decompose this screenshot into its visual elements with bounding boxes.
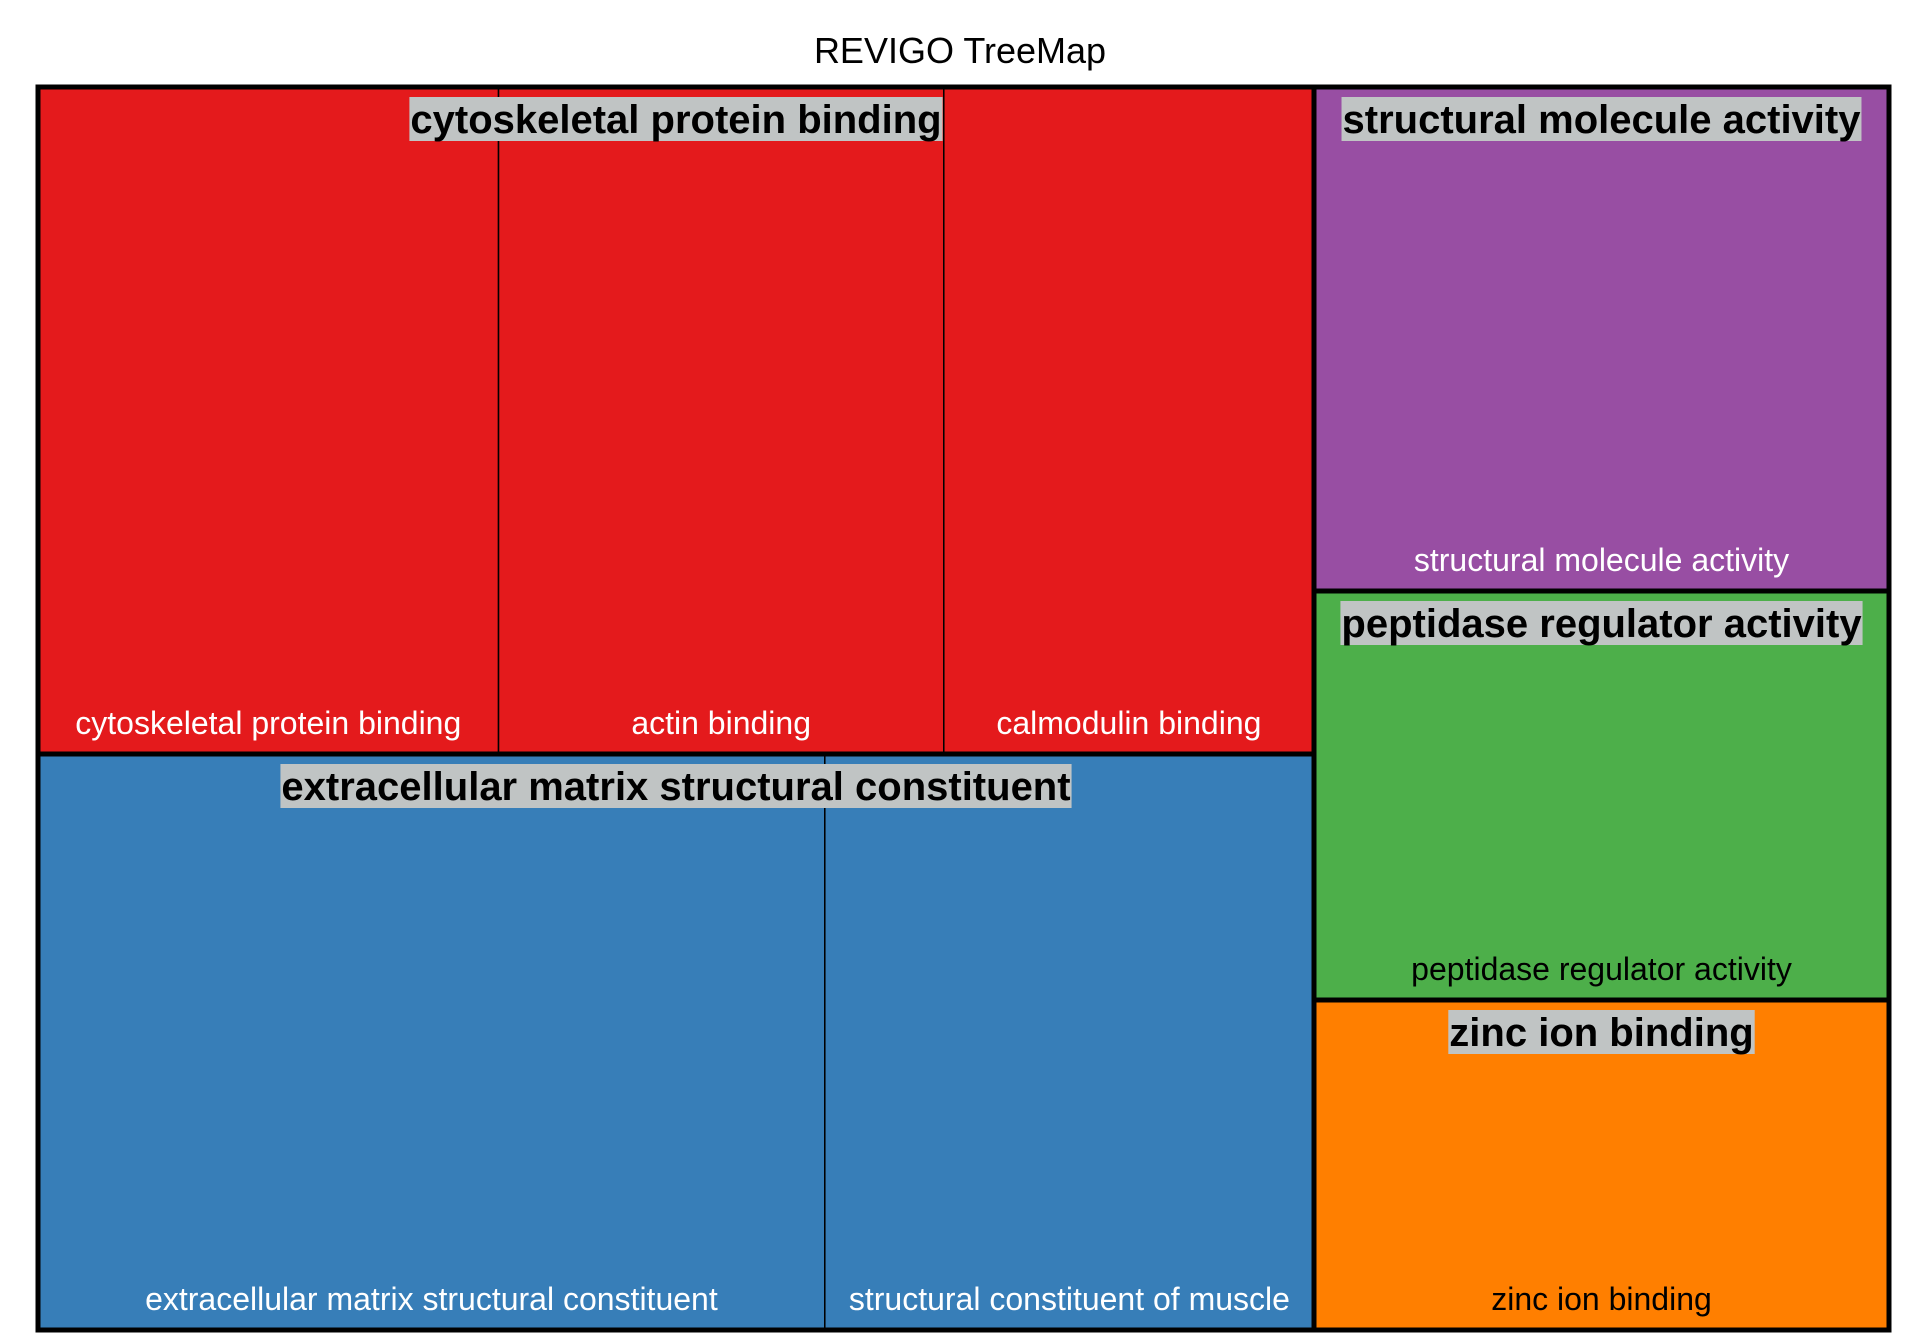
term-tile-calmodulin-binding <box>943 86 1315 755</box>
term-tile-peptidase-regulator-activity <box>1313 590 1890 1001</box>
group-label-zinc-ion-binding: zinc ion binding <box>1449 1011 1753 1055</box>
term-tile-cytoskeletal-protein-binding <box>37 86 500 755</box>
group-label-background <box>1341 97 1862 141</box>
chart-title: REVIGO TreeMap <box>813 30 1107 71</box>
group-label-background <box>1340 601 1863 645</box>
group-border-zinc-ion-binding <box>1311 997 1892 1333</box>
term-tile-zinc-ion-binding <box>1313 999 1890 1331</box>
group-label-background <box>1448 1010 1755 1054</box>
term-label-structural-molecule-activity: structural molecule activity <box>1414 542 1789 578</box>
term-label-actin-binding: actin binding <box>631 705 811 741</box>
term-label-peptidase-regulator-activity: peptidase regulator activity <box>1411 951 1792 987</box>
term-tile-extracellular-matrix-structural-constituent <box>37 753 826 1331</box>
term-tile-structural-constituent-of-muscle <box>824 753 1315 1331</box>
term-label-calmodulin-binding: calmodulin binding <box>996 705 1261 741</box>
term-tile-structural-molecule-activity <box>1313 86 1890 592</box>
term-tile-actin-binding <box>497 86 945 755</box>
term-label-extracellular-matrix-structural-constituent: extracellular matrix structural constitu… <box>145 1281 718 1317</box>
group-label-peptidase-regulator-activity: peptidase regulator activity <box>1341 602 1862 646</box>
group-label-cytoskeletal-protein-binding: cytoskeletal protein binding <box>410 98 941 142</box>
term-label-cytoskeletal-protein-binding: cytoskeletal protein binding <box>75 705 461 741</box>
group-label-background <box>280 764 1072 808</box>
term-label-zinc-ion-binding: zinc ion binding <box>1491 1281 1712 1317</box>
group-label-extracellular-matrix-structural-constituent: extracellular matrix structural constitu… <box>281 765 1070 809</box>
term-label-structural-constituent-of-muscle: structural constituent of muscle <box>849 1281 1290 1317</box>
group-label-structural-molecule-activity: structural molecule activity <box>1343 98 1862 142</box>
group-label-background <box>409 97 943 141</box>
